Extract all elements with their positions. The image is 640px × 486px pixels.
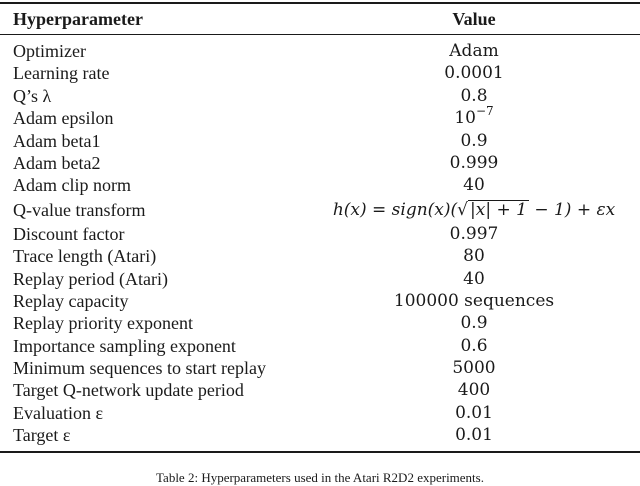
param-name: Target ε [13, 425, 71, 446]
formula-sqrt-body: |x| + 1 [468, 199, 529, 220]
table-caption: Table 2: Hyperparameters used in the Ata… [156, 470, 484, 485]
param-name: Q-value transform [13, 199, 146, 220]
table-row: Q-value transform h(x) = sign(x)(√ |x| + … [0, 197, 640, 223]
table-row: Q’s λ 0.8 [0, 85, 640, 107]
param-name: Trace length (Atari) [13, 246, 157, 267]
param-value: 10−7 [309, 104, 639, 129]
table-row: Replay period (Atari) 40 [0, 268, 640, 290]
formula-rhs: − 1) + εx [528, 199, 616, 220]
header-hyperparameter: Hyperparameter [13, 9, 143, 29]
table-row: Optimizer Adam [0, 40, 640, 62]
param-name: Learning rate [13, 63, 110, 84]
table-row: Trace length (Atari) 80 [0, 245, 640, 267]
table-row: Adam beta1 0.9 [0, 130, 640, 152]
param-name: Optimizer [13, 41, 86, 61]
table-row: Replay capacity 100000 sequences [0, 290, 640, 312]
param-name: Importance sampling exponent [13, 335, 236, 356]
param-value: 80 [463, 246, 485, 267]
table-body: Optimizer Adam Learning rate 0.0001 Q’s … [0, 40, 640, 447]
param-value: Adam [449, 41, 499, 61]
table-bottom-rule [0, 451, 640, 453]
param-name: Evaluation ε [13, 402, 104, 423]
param-name: Adam epsilon [13, 108, 114, 129]
header-value: Value [452, 9, 496, 29]
param-value: 0.8 [460, 85, 488, 106]
table-top-rule [0, 2, 640, 4]
param-value: 5000 [452, 358, 496, 379]
param-value: 0.01 [455, 425, 493, 446]
param-value: 40 [463, 175, 485, 196]
table-header-row: Hyperparameter Value [0, 6, 640, 32]
table-row: Minimum sequences to start replay 5000 [0, 357, 640, 379]
value-exponent: −7 [475, 104, 494, 119]
table-header-rule [0, 34, 640, 35]
param-name: Adam beta1 [13, 130, 101, 151]
table-row: Evaluation ε 0.01 [0, 402, 640, 424]
formula-lhs: h(x) = sign(x)( [332, 199, 458, 220]
q-value-transform-formula: h(x) = sign(x)(√ |x| + 1 − 1) + εx [309, 197, 639, 223]
param-name: Replay period (Atari) [13, 268, 168, 289]
table-row: Discount factor 0.997 [0, 223, 640, 245]
param-name: Replay priority exponent [13, 313, 193, 334]
param-name: Adam clip norm [13, 175, 131, 196]
param-value: 0.01 [455, 402, 493, 423]
param-value: 0.6 [460, 335, 488, 356]
param-value: 0.9 [460, 313, 488, 334]
param-name: Target Q-network update period [13, 380, 244, 401]
param-value: 0.9 [460, 130, 488, 151]
param-value: 0.999 [449, 152, 499, 173]
param-name: Adam beta2 [13, 152, 101, 173]
param-name: Replay capacity [13, 290, 129, 311]
table-row: Replay priority exponent 0.9 [0, 312, 640, 334]
table-row: Target ε 0.01 [0, 424, 640, 446]
param-name: Minimum sequences to start replay [13, 358, 266, 379]
table-row: Adam epsilon 10−7 [0, 104, 640, 129]
table-row: Importance sampling exponent 0.6 [0, 335, 640, 357]
param-value: 400 [457, 380, 491, 401]
param-value: 100000 sequences [393, 290, 555, 311]
param-value: 0.0001 [444, 63, 504, 84]
table-row: Adam beta2 0.999 [0, 152, 640, 174]
value-base: 10 [454, 108, 476, 129]
table-row: Adam clip norm 40 [0, 174, 640, 196]
sqrt-symbol: √ [457, 199, 468, 220]
table-row: Target Q-network update period 400 [0, 379, 640, 401]
table-row: Learning rate 0.0001 [0, 62, 640, 84]
param-value: 40 [463, 268, 485, 289]
param-name: Q’s λ [13, 85, 52, 106]
param-value: 0.997 [449, 223, 499, 244]
param-name: Discount factor [13, 223, 125, 244]
